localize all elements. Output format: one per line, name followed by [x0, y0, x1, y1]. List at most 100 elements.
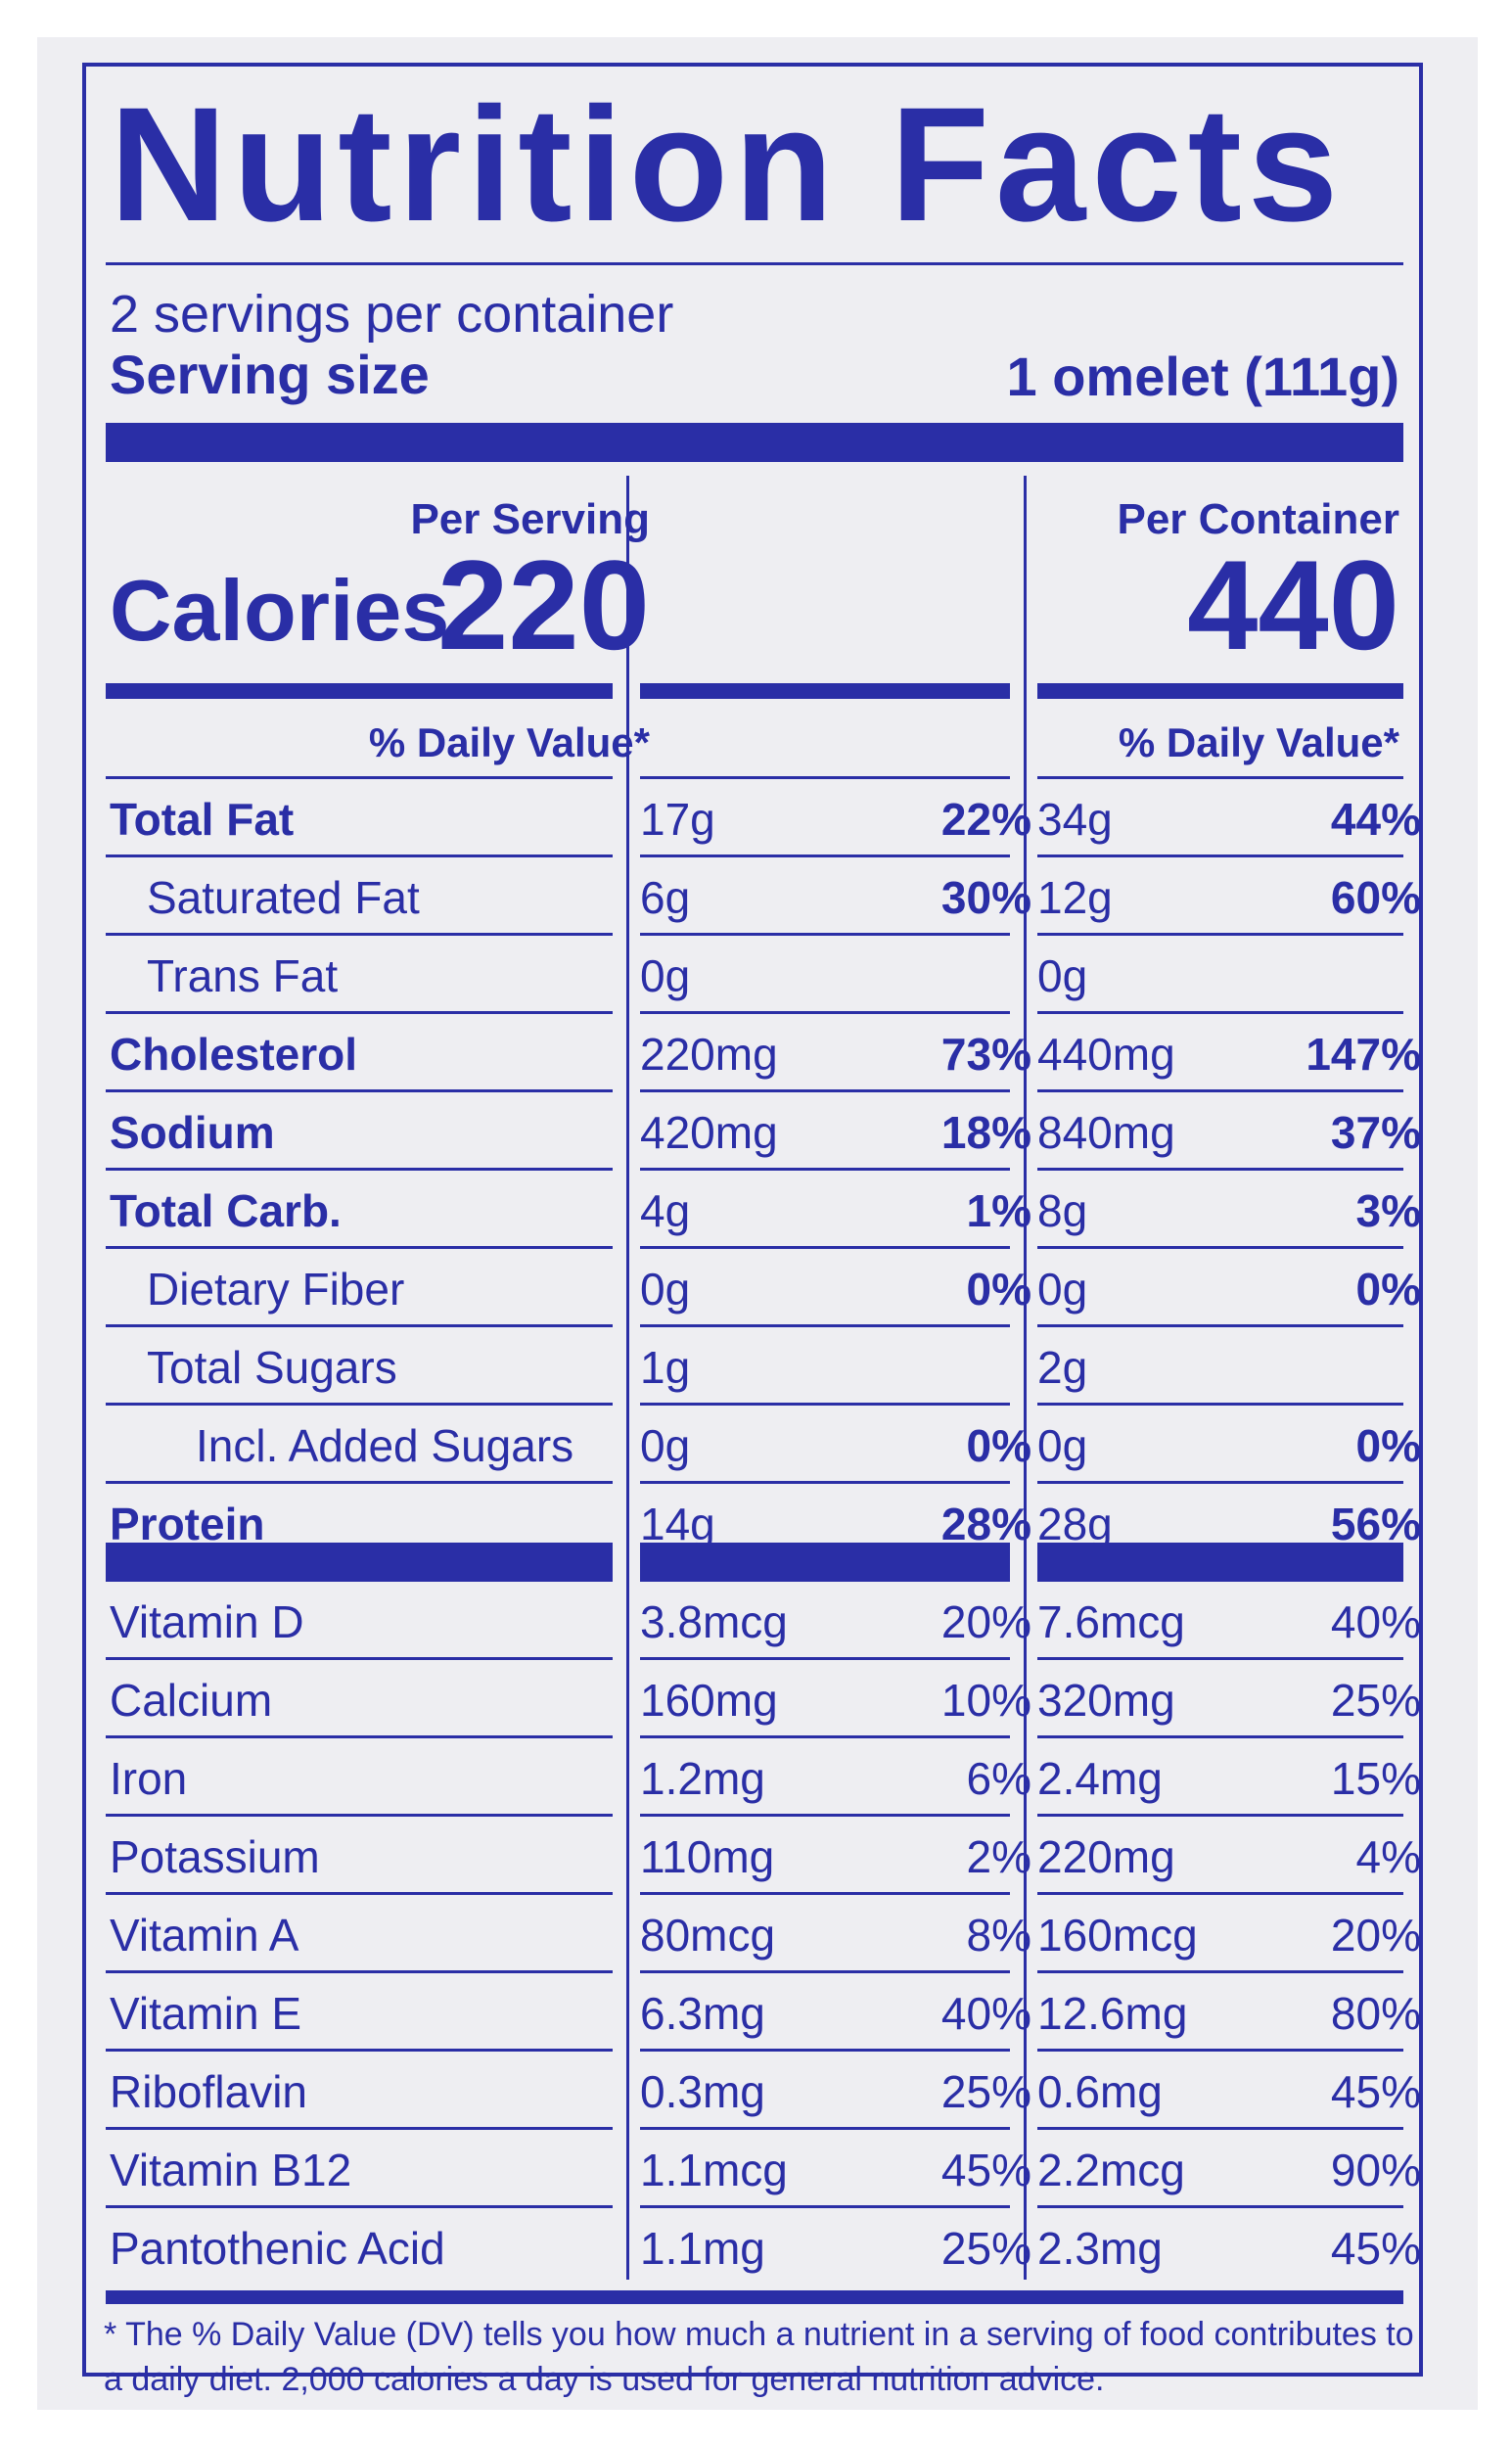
vitamin-rule	[1037, 2127, 1403, 2130]
vitamin-name: Riboflavin	[110, 2066, 307, 2117]
nutrient-name: Incl. Added Sugars	[196, 1420, 574, 1471]
vitamin-rule	[640, 2205, 1010, 2208]
vitamin-daily-value-2: 45%	[1330, 2223, 1421, 2274]
vitamin-row: Vitamin B12 1.1mcg 45% 2.2mcg 90%	[86, 2130, 1427, 2208]
nutrient-rule	[106, 933, 613, 936]
servings-per-container: 2 servings per container	[110, 285, 674, 344]
nutrient-daily-value-1: 28%	[940, 1499, 1031, 1549]
thick-rule-mid-2	[640, 1543, 1010, 1582]
nutrient-daily-value-1: 73%	[940, 1029, 1031, 1080]
nutrient-amount-1: 220mg	[640, 1029, 778, 1080]
vitamin-rule	[106, 1970, 613, 1973]
daily-value-header-serving: % Daily Value*	[368, 719, 650, 765]
daily-value-header-row	[86, 701, 1427, 779]
nutrient-rule	[106, 1324, 613, 1327]
nutrient-row: Total Fat 17g 22% 34g 44%	[86, 779, 1427, 857]
nutrient-name: Total Sugars	[147, 1342, 397, 1393]
vitamin-amount-1: 160mg	[640, 1675, 778, 1726]
vitamin-amount-2: 7.6mcg	[1037, 1596, 1185, 1647]
vitamin-amount-2: 12.6mg	[1037, 1988, 1188, 2039]
vitamin-daily-value-2: 15%	[1330, 1753, 1421, 1804]
vitamin-daily-value-2: 40%	[1330, 1596, 1421, 1647]
nutrient-amount-1: 420mg	[640, 1107, 778, 1158]
daily-value-footnote: * The % Daily Value (DV) tells you how m…	[104, 2316, 1414, 2398]
nutrient-rule	[1037, 1246, 1403, 1249]
thick-rule-top	[106, 423, 1403, 462]
vitamin-rule	[640, 1735, 1010, 1738]
vitamin-rule	[1037, 1892, 1403, 1895]
vitamin-rule	[640, 2127, 1010, 2130]
vitamin-rule	[106, 2049, 613, 2052]
vitamin-name: Calcium	[110, 1675, 273, 1726]
nutrient-amount-2: 34g	[1037, 794, 1113, 845]
thick-rule-mid-1	[106, 1543, 613, 1582]
nutrient-amount-2: 440mg	[1037, 1029, 1175, 1080]
nutrient-row: Dietary Fiber 0g 0% 0g 0%	[86, 1249, 1427, 1327]
vitamin-daily-value-2: 45%	[1330, 2066, 1421, 2117]
vitamin-amount-2: 320mg	[1037, 1675, 1175, 1726]
thick-rule-mid-3	[1037, 1543, 1403, 1582]
vitamin-rule	[106, 1892, 613, 1895]
vitamin-rule	[640, 1970, 1010, 1973]
serving-size-value: 1 omelet (111g)	[1006, 346, 1399, 407]
per-serving-header: Per Serving	[410, 495, 650, 543]
column-divider-1	[626, 476, 629, 2280]
vitamin-rule	[106, 2127, 613, 2130]
nutrient-amount-1: 17g	[640, 794, 715, 845]
calories-per-container: 440	[1187, 533, 1399, 676]
vitamin-row: Vitamin A 80mcg 8% 160mcg 20%	[86, 1895, 1427, 1973]
daily-value-header-container: % Daily Value*	[1118, 719, 1399, 765]
vitamin-row: Pantothenic Acid 1.1mg 25% 2.3mg 45%	[86, 2208, 1427, 2286]
vitamin-row: Iron 1.2mg 6% 2.4mg 15%	[86, 1738, 1427, 1817]
column-divider-2	[1024, 476, 1027, 2280]
nutrient-rule	[106, 1089, 613, 1092]
nutrient-name: Total Carb.	[110, 1185, 342, 1236]
nutrient-rule	[1037, 1324, 1403, 1327]
vitamin-daily-value-1: 45%	[940, 2145, 1031, 2195]
nutrient-daily-value-2: 60%	[1330, 872, 1421, 923]
nutrient-rule	[1037, 933, 1403, 936]
nutrient-rule	[640, 1089, 1010, 1092]
vitamin-row: Potassium 110mg 2% 220mg 4%	[86, 1817, 1427, 1895]
nutrient-rule	[1037, 1089, 1403, 1092]
vitamin-name: Vitamin A	[110, 1910, 299, 1961]
nutrient-amount-2: 840mg	[1037, 1107, 1175, 1158]
nutrient-amount-2: 12g	[1037, 872, 1113, 923]
nutrient-rule	[106, 1403, 613, 1406]
vitamin-name: Vitamin B12	[110, 2145, 352, 2195]
nutrient-name: Dietary Fiber	[147, 1264, 405, 1315]
nutrient-daily-value-1: 22%	[940, 794, 1031, 845]
vitamin-rule	[106, 1814, 613, 1817]
calories-per-serving: 220	[437, 533, 650, 676]
nutrient-daily-value-2: 56%	[1330, 1499, 1421, 1549]
calories-rule-1	[106, 683, 613, 699]
vitamin-row: Vitamin D 3.8mcg 20% 7.6mcg 40%	[86, 1582, 1427, 1660]
vitamin-amount-2: 2.4mg	[1037, 1753, 1163, 1804]
nutrient-daily-value-2: 147%	[1306, 1029, 1421, 1080]
per-container-header: Per Container	[1117, 495, 1399, 543]
nutrient-name: Cholesterol	[110, 1029, 358, 1080]
nutrient-amount-1: 6g	[640, 872, 691, 923]
nutrient-row: Sodium 420mg 18% 840mg 37%	[86, 1092, 1427, 1171]
nutrient-rule	[1037, 1168, 1403, 1171]
nutrient-amount-1: 1g	[640, 1342, 691, 1393]
vitamin-daily-value-1: 25%	[940, 2223, 1031, 2274]
package-panel: Nutrition Facts 2 servings per container…	[37, 37, 1478, 2410]
nutrient-rule	[106, 1011, 613, 1014]
nutrient-amount-1: 0g	[640, 1420, 691, 1471]
vitamin-amount-2: 2.3mg	[1037, 2223, 1163, 2274]
nutrient-rule	[106, 1481, 613, 1484]
nutrient-rule	[640, 1168, 1010, 1171]
label-title: Nutrition Facts	[110, 74, 1345, 255]
nutrient-rule	[1037, 1403, 1403, 1406]
vitamin-amount-1: 0.3mg	[640, 2066, 765, 2117]
nutrient-row: Trans Fat 0g 0g	[86, 936, 1427, 1014]
nutrient-row: Total Sugars 1g 2g	[86, 1327, 1427, 1406]
nutrient-daily-value-2: 44%	[1330, 794, 1421, 845]
vitamin-amount-1: 1.1mg	[640, 2223, 765, 2274]
daily-value-header-rule	[640, 776, 1010, 779]
vitamin-name: Iron	[110, 1753, 188, 1804]
nutrient-rule	[640, 1011, 1010, 1014]
nutrient-daily-value-1: 0%	[966, 1420, 1031, 1471]
nutrient-rule	[640, 1324, 1010, 1327]
